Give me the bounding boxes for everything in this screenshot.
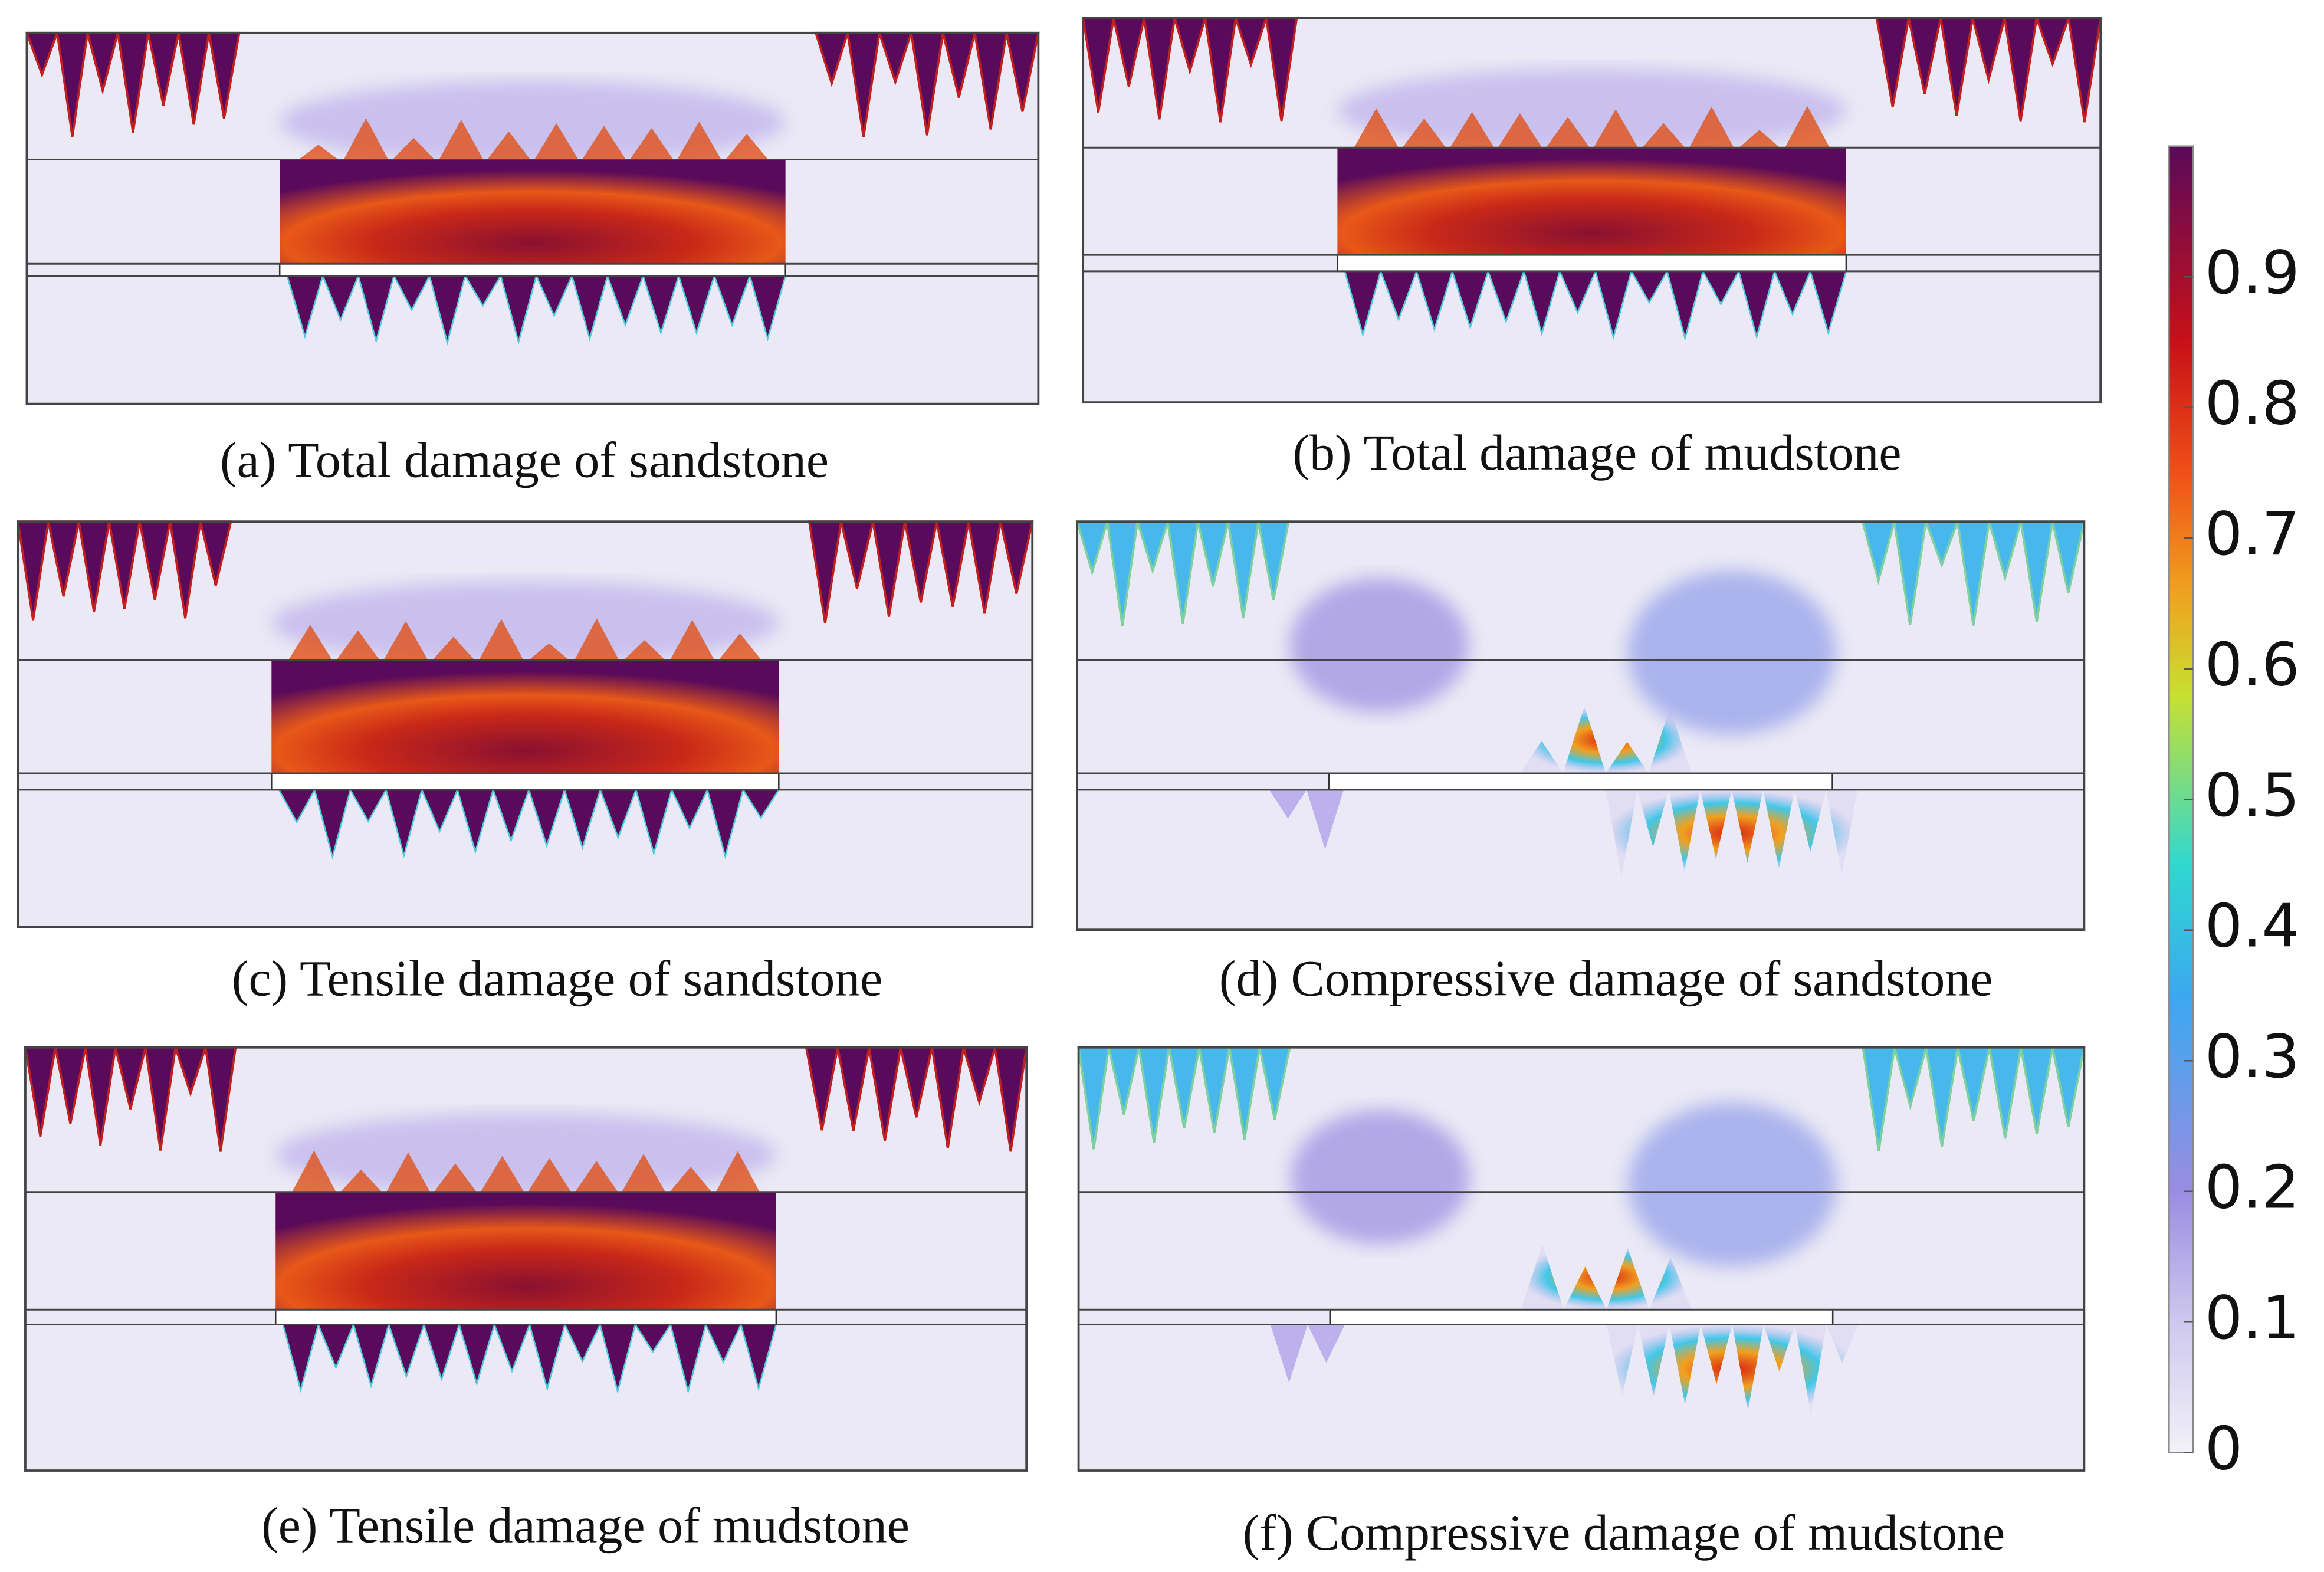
caption: (d) Compressive damage of sandstone — [1219, 950, 1993, 1006]
caption: (a) Total damage of sandstone — [220, 431, 829, 488]
slit — [1337, 254, 1847, 273]
damage-panel — [24, 1046, 1028, 1472]
colorbar-tick-label: 0.7 — [2205, 499, 2300, 569]
damage-zone — [1862, 1046, 2086, 1151]
damage-zone — [1521, 1244, 1692, 1310]
damage-zone — [24, 1046, 237, 1152]
panel-bg — [1078, 1047, 2085, 1471]
panel-frame — [17, 520, 1034, 928]
panel-frame — [1082, 17, 2102, 404]
damage-zone — [280, 159, 786, 264]
damage-halo — [1627, 570, 1836, 735]
caption: (f) Compressive damage of mudstone — [1243, 1504, 2005, 1561]
damage-zone — [1352, 106, 1831, 151]
slit — [1329, 1308, 1834, 1325]
damage-zone — [1344, 268, 1847, 342]
colorbar-tick-label: 0.3 — [2205, 1022, 2300, 1091]
damage-zone — [282, 1322, 777, 1394]
slit — [271, 772, 780, 791]
damage-zone — [814, 31, 1040, 137]
damage-zone — [1606, 789, 1858, 877]
damage-zone — [286, 273, 787, 346]
damage-zone — [286, 618, 764, 664]
colorbar-tick-label: 0.6 — [2205, 630, 2300, 700]
damage-zone — [1875, 17, 2102, 123]
colorbar-tick-label: 0.1 — [2205, 1283, 2300, 1353]
damage-panel — [1077, 1046, 2086, 1472]
panel-frame — [1077, 1046, 2086, 1472]
damage-zone — [294, 118, 771, 163]
damage-zone — [275, 1192, 776, 1310]
caption: (e) Tensile damage of mudstone — [261, 1496, 910, 1553]
damage-zone — [1270, 1324, 1345, 1383]
damage-zone — [1520, 706, 1692, 774]
damage-zone — [277, 787, 780, 860]
caption: (c) Tensile damage of sandstone — [232, 950, 882, 1006]
panel-frame — [1076, 520, 2086, 931]
panel-frame — [25, 31, 1040, 405]
damage-panel — [25, 31, 1040, 405]
damage-zone — [1861, 520, 2086, 626]
colorbar-tick-label: 0.8 — [2205, 369, 2300, 438]
colorbar-tick-label: 0 — [2205, 1414, 2243, 1484]
damage-halo — [1289, 578, 1469, 713]
slit — [278, 263, 786, 277]
damage-panel — [1081, 17, 2102, 404]
damage-zone — [1075, 520, 1290, 626]
damage-zone — [1077, 1046, 1291, 1150]
colorbar-tick-label: 0.5 — [2205, 760, 2300, 830]
damage-zone — [271, 660, 779, 774]
colorbar-tick-label: 0.9 — [2205, 238, 2300, 307]
slit — [1328, 772, 1833, 791]
caption: (b) Total damage of mudstone — [1292, 424, 1901, 481]
damage-zone — [25, 31, 241, 137]
damage-zone — [808, 520, 1034, 623]
damage-zone — [17, 520, 232, 621]
slit — [274, 1308, 777, 1325]
damage-panel — [1075, 520, 2086, 931]
damage-halo — [1291, 1110, 1470, 1245]
damage-zone — [1269, 789, 1344, 849]
damage-panel — [17, 520, 1034, 928]
damage-zone — [290, 1150, 761, 1195]
damage-zone — [1606, 1324, 1858, 1414]
colorbar-tick-label: 0.4 — [2205, 891, 2300, 961]
panel-frame — [24, 1046, 1028, 1472]
damage-zone — [1337, 147, 1846, 255]
damage-halo — [1627, 1102, 1837, 1267]
colorbar-tick-label: 0.2 — [2205, 1153, 2300, 1222]
damage-zone — [1081, 17, 1298, 123]
damage-zone — [805, 1046, 1028, 1152]
